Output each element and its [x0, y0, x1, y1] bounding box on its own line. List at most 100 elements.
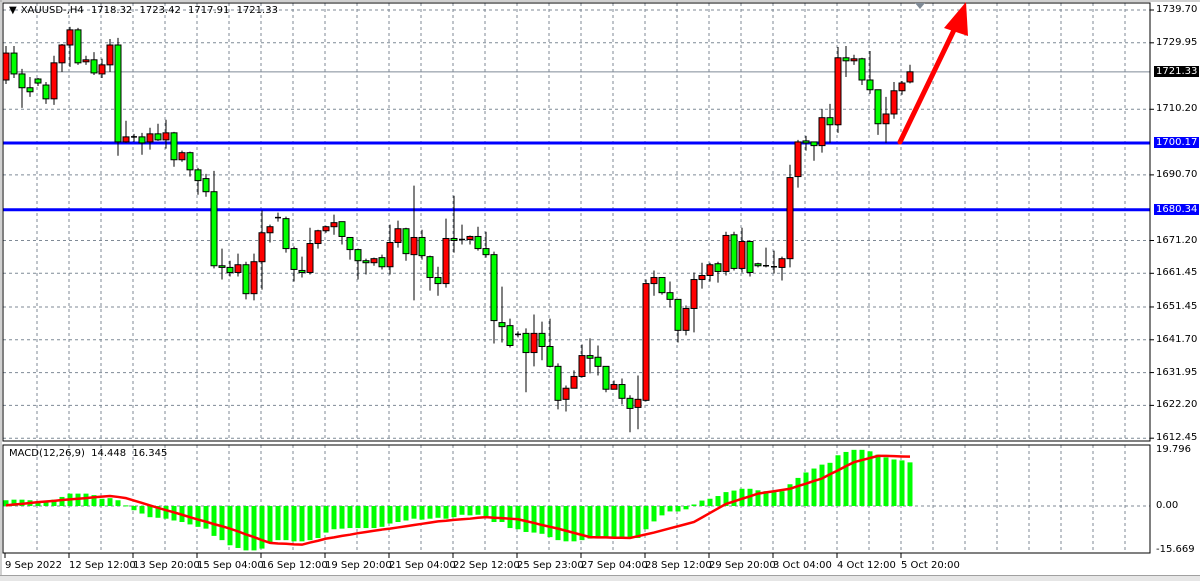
candle-body — [714, 263, 722, 272]
candle — [850, 54, 858, 65]
macd-histogram-bar — [819, 464, 825, 506]
candle-body — [314, 230, 322, 245]
macd-histogram-bar — [587, 506, 593, 539]
candle-body — [378, 257, 386, 268]
macd-histogram-bar — [195, 506, 201, 527]
macd-histogram-bar — [579, 506, 585, 541]
candle — [554, 363, 562, 410]
macd-histogram-bar — [115, 500, 121, 506]
candle — [771, 250, 777, 274]
candle-body — [882, 113, 890, 125]
macd-histogram-bar — [467, 506, 473, 516]
candle — [450, 195, 458, 253]
price-label: 1671.20 — [1156, 234, 1198, 246]
candle-body — [58, 44, 66, 64]
arrow-head-icon — [944, 2, 968, 36]
macd-histogram-bar — [211, 506, 217, 536]
candle-body — [498, 322, 506, 328]
candle — [730, 231, 738, 271]
macd-histogram-bar — [435, 506, 441, 518]
candle — [698, 262, 706, 289]
macd-histogram-bar — [387, 506, 393, 524]
candle — [570, 370, 578, 389]
price-label: 1710.20 — [1156, 103, 1198, 115]
candle — [106, 38, 114, 72]
macd-histogram-bar — [763, 491, 769, 506]
time-label: 29 Sep 20:00 — [709, 560, 776, 571]
candle — [34, 77, 42, 87]
macd-histogram-bar — [459, 506, 465, 515]
candle-body — [754, 263, 762, 267]
candle — [370, 257, 378, 266]
macd-histogram-bar — [859, 449, 865, 506]
macd-histogram-bar — [883, 457, 889, 506]
candle — [154, 123, 162, 141]
macd-histogram-bar — [395, 506, 401, 523]
candle-body — [26, 87, 34, 93]
candle-body — [122, 136, 130, 143]
candle — [202, 173, 210, 197]
chart-shift-marker-icon[interactable] — [915, 3, 925, 9]
level-price-label[interactable]: 1680.34 — [1154, 203, 1200, 215]
macd-histogram-bar — [203, 506, 209, 529]
candle — [466, 235, 474, 245]
candle — [802, 135, 810, 151]
macd-histogram-bar — [323, 506, 329, 533]
macd-histogram-bar — [867, 451, 873, 506]
current-price-label: 1721.33 — [1154, 65, 1200, 77]
candle-body — [506, 325, 514, 346]
candle — [882, 96, 890, 143]
time-label: 12 Sep 12:00 — [69, 560, 136, 571]
candle — [786, 164, 794, 268]
candle-body — [890, 90, 898, 115]
candle-body — [858, 58, 866, 81]
level-price-label[interactable]: 1700.17 — [1154, 137, 1200, 149]
macd-histogram-bar — [451, 506, 457, 518]
candle-body — [538, 332, 546, 347]
candle — [763, 247, 769, 268]
candle — [66, 26, 74, 67]
candle-body — [98, 64, 106, 75]
macd-histogram-bar — [891, 459, 897, 506]
triangle-down-icon[interactable]: ▼ — [9, 5, 17, 16]
macd-histogram-bar — [235, 506, 241, 548]
macd-histogram-bar — [707, 498, 713, 506]
main-panel-border — [2, 2, 1151, 442]
macd-histogram-bar — [723, 492, 729, 506]
arrow-shaft — [897, 25, 958, 145]
macd-histogram-bar — [107, 498, 113, 506]
price-label: 1729.95 — [1156, 36, 1198, 48]
candle-body — [786, 177, 794, 260]
macd-histogram-bar — [595, 506, 601, 539]
macd-histogram-bar — [291, 506, 297, 542]
macd-histogram-bar — [907, 462, 913, 506]
macd-histogram-bar — [339, 506, 345, 529]
candle — [459, 224, 465, 245]
candle-body — [210, 191, 218, 267]
candle-body — [330, 222, 338, 228]
candle — [218, 248, 226, 280]
candle — [74, 27, 82, 65]
candle-body — [802, 140, 810, 144]
macd-histogram-bar — [603, 506, 609, 539]
candle-body — [178, 152, 186, 161]
macd-header: MACD(12,26,9) 14.448 16.345 — [9, 448, 170, 459]
candle — [330, 214, 338, 235]
candle — [434, 266, 442, 296]
candle-body — [778, 258, 786, 268]
high-value: 1723.42 — [139, 5, 181, 16]
candle — [322, 225, 330, 233]
candle — [210, 170, 218, 269]
macd-histogram-bar — [419, 506, 425, 520]
candle — [898, 81, 906, 95]
candle-body — [570, 375, 578, 389]
candles — [2, 26, 914, 433]
candle — [890, 82, 898, 119]
candle-body — [42, 84, 50, 100]
candle-body — [226, 266, 234, 273]
candle-body — [146, 133, 154, 143]
price-label: 1622.20 — [1156, 399, 1198, 411]
candle — [722, 231, 730, 276]
candle-body — [826, 117, 834, 126]
